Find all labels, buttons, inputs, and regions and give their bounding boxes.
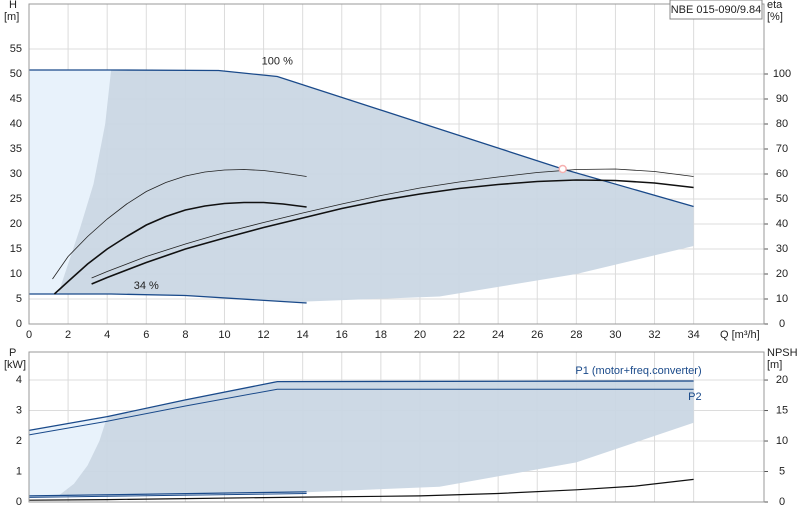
curve bbox=[52, 169, 307, 280]
y2-tick-label: 60 bbox=[776, 168, 788, 180]
curve-annotation: 100 % bbox=[262, 55, 293, 67]
operating-area bbox=[29, 70, 112, 294]
curve bbox=[29, 293, 307, 304]
curve bbox=[53, 201, 307, 295]
y2-tick-label: 20 bbox=[776, 268, 788, 280]
curve bbox=[91, 168, 694, 279]
x-tick-label: 6 bbox=[143, 329, 149, 341]
y2-tick-label: 70 bbox=[776, 143, 788, 155]
operating-area bbox=[29, 70, 694, 303]
y-tick-label: 5 bbox=[16, 293, 22, 305]
y2-tick-label: 5 bbox=[779, 465, 785, 477]
y-axis-label: H bbox=[9, 0, 17, 11]
y-axis-unit: [kW] bbox=[4, 359, 26, 371]
y-axis-label: P bbox=[9, 347, 16, 359]
y-tick-label: 45 bbox=[10, 93, 22, 105]
y-tick-label: 35 bbox=[10, 143, 22, 155]
x-tick-label: 24 bbox=[492, 329, 504, 341]
y2-tick-label: 10 bbox=[776, 435, 788, 447]
y2-tick-label: 0 bbox=[779, 496, 785, 508]
y-tick-label: 10 bbox=[10, 268, 22, 280]
x-tick-label: 8 bbox=[182, 329, 188, 341]
legend-label: P2 bbox=[688, 391, 701, 403]
y2-tick-label: 10 bbox=[776, 293, 788, 305]
x-tick-label: 16 bbox=[336, 329, 348, 341]
x-tick-label: 10 bbox=[218, 329, 230, 341]
plot-frame bbox=[28, 3, 765, 325]
y2-tick-label: 40 bbox=[776, 218, 788, 230]
y2-tick-label: 20 bbox=[776, 374, 788, 386]
y2-tick-label: 100 bbox=[773, 68, 791, 80]
x-tick-label: 18 bbox=[375, 329, 387, 341]
y-tick-label: 50 bbox=[10, 68, 22, 80]
chart-title: NBE 015-090/9.84 bbox=[671, 4, 762, 16]
y2-axis-label: NPSH bbox=[767, 347, 798, 359]
x-tick-label: 2 bbox=[65, 329, 71, 341]
x-tick-label: 12 bbox=[257, 329, 269, 341]
y-tick-label: 0 bbox=[16, 318, 22, 330]
curve bbox=[28, 493, 307, 498]
y2-tick-label: 90 bbox=[776, 93, 788, 105]
curve bbox=[28, 491, 307, 497]
y-tick-label: 55 bbox=[10, 43, 22, 55]
y-tick-label: 25 bbox=[10, 193, 22, 205]
x-tick-label: 34 bbox=[688, 329, 700, 341]
y-tick-label: 40 bbox=[10, 118, 22, 130]
curve bbox=[28, 388, 694, 436]
x-tick-label: 4 bbox=[104, 329, 110, 341]
y2-axis-label: eta bbox=[767, 0, 783, 11]
y2-tick-label: 80 bbox=[776, 118, 788, 130]
operating-area bbox=[29, 416, 108, 496]
x-tick-label: 0 bbox=[26, 329, 32, 341]
y2-axis-unit: [m] bbox=[767, 359, 782, 371]
y-tick-label: 15 bbox=[10, 243, 22, 255]
y-tick-label: 0 bbox=[16, 496, 22, 508]
curve bbox=[91, 179, 694, 285]
x-tick-label: 20 bbox=[414, 329, 426, 341]
curve bbox=[29, 69, 694, 208]
y2-axis-unit: [%] bbox=[767, 11, 783, 23]
y-tick-label: 4 bbox=[16, 374, 22, 386]
y-tick-label: 20 bbox=[10, 218, 22, 230]
y2-tick-label: 0 bbox=[779, 318, 785, 330]
plot-frame bbox=[28, 351, 765, 503]
x-tick-label: 32 bbox=[648, 329, 660, 341]
y2-tick-label: 15 bbox=[776, 404, 788, 416]
curve bbox=[28, 380, 694, 432]
x-tick-label: 14 bbox=[297, 329, 309, 341]
operating-area bbox=[29, 381, 694, 496]
x-tick-label: 28 bbox=[570, 329, 582, 341]
curve bbox=[28, 478, 694, 501]
x-tick-label: 22 bbox=[453, 329, 465, 341]
y-tick-label: 2 bbox=[16, 435, 22, 447]
x-tick-label: 26 bbox=[531, 329, 543, 341]
y2-tick-label: 50 bbox=[776, 193, 788, 205]
duty-point bbox=[558, 164, 567, 174]
y2-tick-label: 30 bbox=[776, 243, 788, 255]
y-tick-label: 30 bbox=[10, 168, 22, 180]
title-box bbox=[669, 0, 763, 20]
y-tick-label: 3 bbox=[16, 404, 22, 416]
curve-annotation: 34 % bbox=[134, 280, 159, 292]
legend-label: P1 (motor+freq.converter) bbox=[575, 365, 701, 377]
x-tick-label: 30 bbox=[609, 329, 621, 341]
y-tick-label: 1 bbox=[16, 465, 22, 477]
x-axis-label: Q [m³/h] bbox=[720, 329, 760, 341]
y-axis-unit: [m] bbox=[4, 11, 19, 23]
